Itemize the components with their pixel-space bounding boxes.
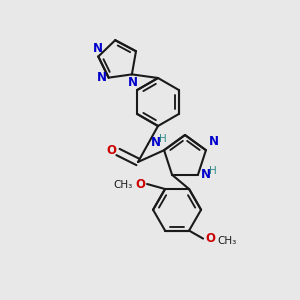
- Text: N: N: [128, 76, 138, 89]
- Text: O: O: [106, 145, 116, 158]
- Text: N: N: [151, 136, 161, 149]
- Text: O: O: [135, 178, 145, 190]
- Text: CH₃: CH₃: [217, 236, 236, 246]
- Text: N: N: [97, 71, 106, 84]
- Text: N: N: [209, 135, 219, 148]
- Text: N: N: [93, 41, 103, 55]
- Text: O: O: [205, 232, 215, 245]
- Text: N: N: [201, 168, 211, 181]
- Text: H: H: [159, 134, 167, 144]
- Text: CH₃: CH₃: [114, 180, 133, 190]
- Text: H: H: [209, 166, 217, 176]
